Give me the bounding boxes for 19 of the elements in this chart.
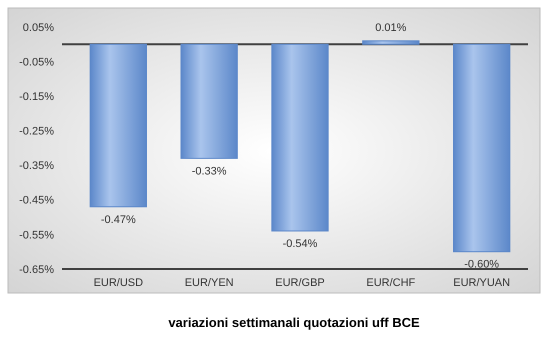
data-label: -0.54% (282, 238, 318, 250)
y-tick-label: -0.35% (19, 160, 54, 172)
data-label: -0.47% (100, 214, 136, 226)
data-label: -0.60% (464, 258, 500, 271)
y-tick-label: -0.65% (19, 264, 54, 276)
y-tick-label: 0.05% (22, 22, 54, 34)
x-tick-label: EUR/USD (94, 277, 144, 289)
data-label: -0.33% (192, 165, 227, 178)
y-tick-label: -0.25% (19, 126, 54, 138)
x-tick-label: EUR/GBP (275, 277, 325, 289)
y-tick-label: -0.55% (19, 229, 54, 242)
text: variazioni settimanali quotazioni uff BCE (168, 315, 420, 330)
x-tick-label: EUR/YUAN (453, 277, 510, 289)
y-tick-label: -0.15% (19, 90, 54, 103)
data-label: 0.01% (375, 22, 407, 34)
x-tick-label: EUR/YEN (184, 277, 234, 289)
x-tick-label: EUR/CHF (366, 277, 416, 289)
y-tick-label: -0.05% (19, 56, 54, 68)
y-tick-label: -0.45% (19, 194, 54, 207)
